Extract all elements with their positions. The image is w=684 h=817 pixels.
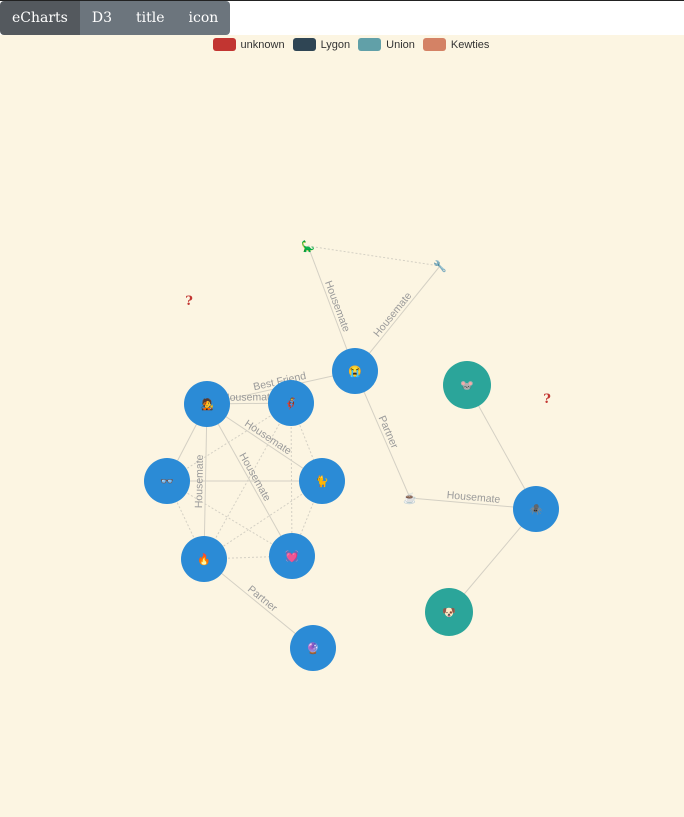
edge-label: Housemate [446,489,501,506]
heart-icon: 💓 [285,550,299,563]
legend-swatch-lygon [293,38,316,51]
node-mouse[interactable]: 🐭 [443,361,491,409]
edge-label: Housemate [222,391,276,404]
spider-icon: 🕷️ [529,503,543,516]
cat-icon: 🐈 [315,475,329,488]
question-icon: ? [543,392,551,407]
legend-label: unknown [241,39,285,51]
question-icon: ? [185,294,193,309]
legend-item-unknown[interactable]: unknown [213,38,285,51]
dog-icon: 🐶 [442,607,456,619]
legend-label: Union [386,39,415,51]
node-heart[interactable]: 💓 [269,533,315,579]
superhero-icon: 🦸 [284,396,298,410]
legend-label: Kewties [451,39,490,51]
node-question-1[interactable]: ? [185,294,193,309]
legend-item-lygon[interactable]: Lygon [293,38,351,51]
node-crystal[interactable]: 🔮 [290,625,336,671]
legend: unknown Lygon Union Kewties [0,38,684,51]
edge-dino-wrench[interactable] [308,246,440,266]
crystal-icon: 🔮 [306,642,320,655]
node-wrench[interactable]: 🔧 [433,259,447,273]
node-hacker[interactable]: 🧑‍🎤 [184,381,230,427]
edge-label: Housemate [371,290,414,339]
node-dino[interactable]: 🦕 [301,240,315,253]
tab-title[interactable]: title [124,1,177,35]
legend-swatch-kewties [423,38,446,51]
fire-icon: 🔥 [197,553,211,566]
edges-layer [167,246,536,648]
tab-bar: eCharts D3 title icon [0,1,230,35]
edge-label: Housemate [322,279,352,334]
coffee-icon: ☕ [403,491,417,505]
legend-swatch-unknown [213,38,236,51]
dino-icon: 🦕 [301,240,315,253]
legend-item-kewties[interactable]: Kewties [423,38,490,51]
edge-label: Partner [245,583,280,614]
edge-label: Housemate [193,454,206,508]
graph-canvas[interactable]: Housemate Housemate Best Friend Partner Hous… [0,35,684,817]
node-spider[interactable]: 🕷️ [513,486,559,532]
node-dog[interactable]: 🐶 [425,588,473,636]
glasses-icon: 👓 [160,476,174,488]
tab-icon[interactable]: icon [177,1,231,35]
legend-item-union[interactable]: Union [358,38,415,51]
mouse-icon: 🐭 [460,380,474,392]
tab-d3[interactable]: D3 [80,1,124,35]
crying-icon: 😭 [348,365,362,378]
node-crying[interactable]: 😭 [332,348,378,394]
node-question-2[interactable]: ? [543,392,551,407]
legend-swatch-union [358,38,381,51]
node-cat[interactable]: 🐈 [299,458,345,504]
node-glasses[interactable]: 👓 [144,458,190,504]
hacker-icon: 🧑‍🎤 [200,397,214,411]
node-coffee[interactable]: ☕ [403,491,417,505]
node-fire[interactable]: 🔥 [181,536,227,582]
edge-label: Housemate [236,451,273,504]
legend-label: Lygon [321,39,351,51]
node-superhero[interactable]: 🦸 [268,380,314,426]
edge-label: Partner [376,414,401,451]
tab-echarts[interactable]: eCharts [0,1,80,35]
wrench-icon: 🔧 [433,259,447,273]
